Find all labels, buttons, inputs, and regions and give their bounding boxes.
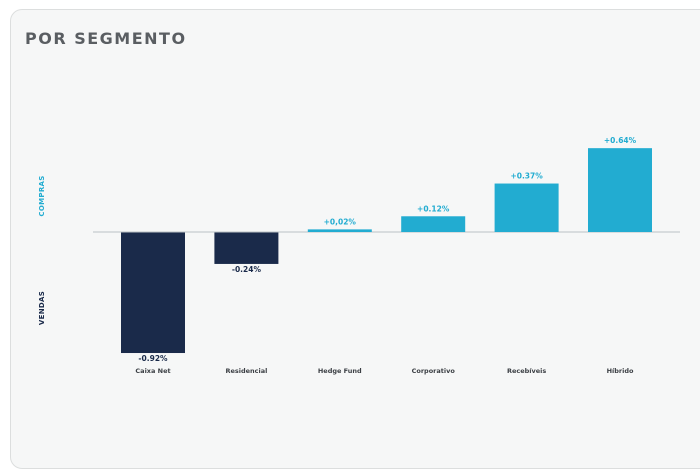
category-label-caixa-net: Caixa Net <box>135 367 170 375</box>
value-label-caixa-net: -0.92% <box>138 354 168 363</box>
compras-axis-label: COMPRAS <box>38 175 46 216</box>
value-label-residencial: -0.24% <box>232 265 262 274</box>
bar-hibrido[interactable] <box>588 148 652 232</box>
card-title: POR SEGMENTO <box>25 29 187 48</box>
value-label-corporativo: +0.12% <box>417 204 450 213</box>
bars-layer: -0.92% Caixa Net -0.24% Residencial +0,02% He… <box>121 136 652 375</box>
category-label-recebiveis: Recebíveis <box>507 367 546 375</box>
bar-hedge-fund[interactable] <box>307 229 372 232</box>
value-label-hedge-fund: +0,02% <box>324 217 357 226</box>
segment-bar-chart: COMPRAS VENDAS -0.92% Caixa Net -0.24% Resi… <box>38 136 680 375</box>
category-label-residencial: Residencial <box>225 367 267 375</box>
bar-corporativo[interactable] <box>401 216 466 232</box>
category-label-hedge-fund: Hedge Fund <box>318 367 362 375</box>
bar-recebiveis[interactable] <box>494 183 559 232</box>
bar-residencial[interactable] <box>214 232 279 264</box>
bar-caixa-net[interactable] <box>121 232 185 354</box>
value-label-recebiveis: +0.37% <box>510 172 543 181</box>
category-label-hibrido: Híbrido <box>607 367 634 375</box>
category-label-corporativo: Corporativo <box>412 367 456 375</box>
vendas-axis-label: VENDAS <box>38 291 46 325</box>
value-label-hibrido: +0.64% <box>604 136 637 145</box>
